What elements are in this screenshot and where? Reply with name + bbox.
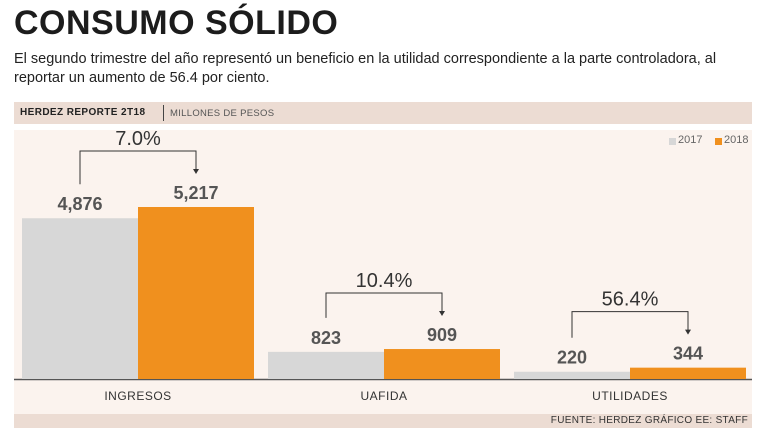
bar-2018-ingresos — [138, 207, 254, 379]
bar-2018-utilidades — [630, 367, 746, 379]
value-label-2017-utilidades: 220 — [557, 348, 587, 368]
category-label-uafida: UAFIDA — [360, 389, 407, 403]
bracket-arrow-ingresos — [193, 169, 199, 174]
bar-2017-utilidades — [514, 371, 630, 379]
category-label-ingresos: INGRESOS — [104, 389, 171, 403]
bracket-arrow-utilidades — [685, 329, 691, 335]
value-label-2018-ingresos: 5,217 — [173, 183, 218, 203]
value-label-2018-utilidades: 344 — [673, 344, 703, 364]
header-band: HERDEZ REPORTE 2T18 MILLONES DE PESOS — [14, 102, 752, 124]
value-label-2017-ingresos: 4,876 — [57, 194, 102, 214]
value-label-2018-uafida: 909 — [427, 325, 457, 345]
category-label-utilidades: UTILIDADES — [592, 389, 668, 403]
bar-2017-uafida — [268, 351, 384, 379]
page-title: CONSUMO SÓLIDO — [14, 4, 339, 42]
change-label-uafida: 10.4% — [356, 270, 413, 292]
change-bracket-uafida — [325, 292, 443, 318]
units-label: MILLONES DE PESOS — [170, 108, 275, 119]
value-label-2017-uafida: 823 — [311, 328, 341, 348]
legend-swatch-2017 — [669, 138, 676, 145]
bracket-arrow-uafida — [439, 311, 445, 317]
report-label: HERDEZ REPORTE 2T18 — [20, 107, 146, 118]
source-note: FUENTE: HERDEZ GRÁFICO EE: STAFF — [550, 415, 748, 426]
legend-swatch-2018 — [715, 138, 722, 145]
legend-label-2018: 2018 — [724, 134, 749, 146]
change-bracket-utilidades — [571, 311, 689, 338]
footer-band: FUENTE: HERDEZ GRÁFICO EE: STAFF — [14, 414, 752, 428]
legend-label-2017: 2017 — [678, 134, 703, 146]
change-label-utilidades: 56.4% — [602, 289, 659, 311]
band-divider — [163, 105, 164, 121]
change-bracket-ingresos — [79, 150, 197, 185]
subtitle: El segundo trimestre del año representó … — [14, 51, 717, 86]
bar-2018-uafida — [384, 349, 500, 379]
change-label-ingresos: 7.0% — [115, 128, 161, 150]
bar-2017-ingresos — [22, 218, 138, 379]
